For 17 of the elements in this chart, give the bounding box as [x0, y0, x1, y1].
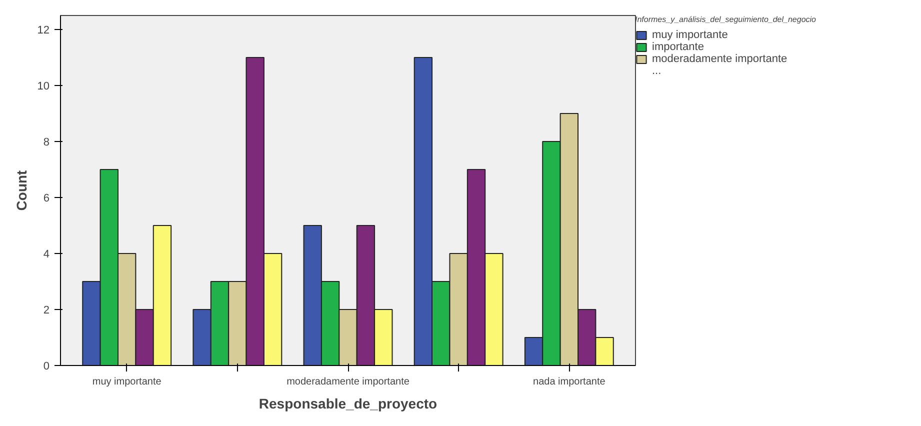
x-tick-label: muy importante	[92, 376, 162, 388]
legend-label: importante	[652, 41, 704, 53]
legend-title: Informes_y_análisis_del_seguimiento_del_negocio	[635, 15, 816, 24]
y-tick-label: 2	[43, 304, 50, 316]
legend-label: moderadamente importante	[652, 53, 788, 65]
x-tick-label: moderadamente importante	[286, 376, 410, 388]
y-axis-title: Count	[13, 170, 30, 211]
y-tick-label: 10	[37, 80, 50, 92]
text: ...	[652, 65, 662, 77]
x-tick-label: nada importante	[533, 376, 606, 388]
y-tick-label: 12	[37, 24, 50, 36]
legend-label: muy importante	[652, 29, 728, 41]
y-tick-label: 0	[43, 360, 50, 372]
y-tick-label: 6	[43, 192, 50, 204]
y-tick-label: 8	[43, 136, 50, 148]
x-axis-title: Responsable_de_proyecto	[258, 396, 438, 412]
y-tick-label: 4	[43, 248, 50, 260]
